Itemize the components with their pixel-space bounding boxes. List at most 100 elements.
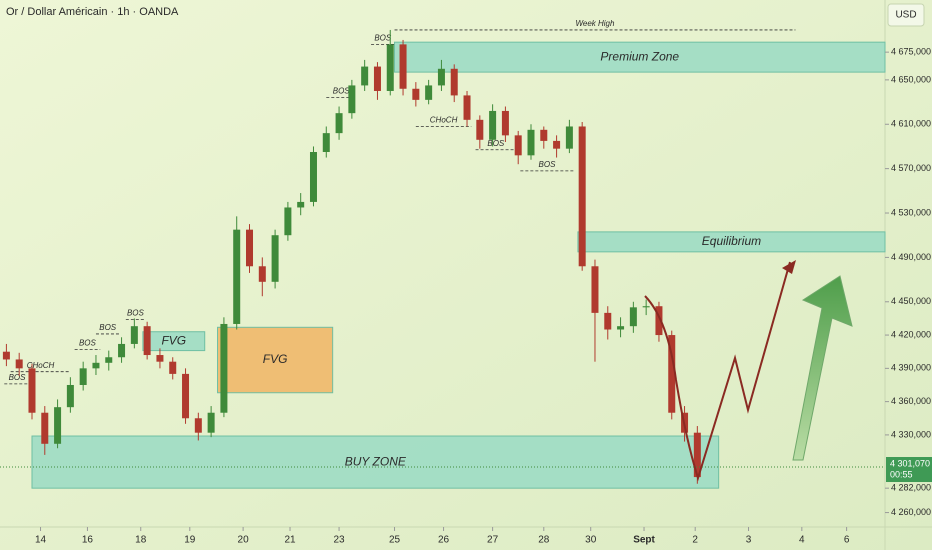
y-tick-label: 4 650,000 (891, 74, 931, 84)
countdown-label: 00:55 (890, 469, 913, 479)
x-tick-label: 26 (438, 535, 450, 546)
candle-body (373, 66, 381, 91)
plot-area: Premium Zone Equilibrium BUY ZONE FVG FVG Wee… (2, 19, 886, 489)
x-tick-label: 21 (284, 535, 296, 546)
y-tick-label: 4 420,000 (891, 329, 931, 339)
zone (31, 435, 720, 489)
candle-body (437, 68, 445, 86)
last-price-label: 4 301,070 (890, 458, 930, 468)
candle-body (118, 343, 126, 358)
candle-body (386, 44, 394, 91)
level-label: CHoCH (27, 361, 55, 370)
candle-body (194, 418, 202, 433)
candle-body (143, 326, 151, 356)
y-tick-label: 4 330,000 (891, 429, 931, 439)
candle-body (553, 140, 561, 149)
candle-body (156, 355, 164, 362)
x-tick-label: 30 (585, 535, 597, 546)
candle-body (54, 407, 62, 444)
level-label: BOS (333, 87, 351, 96)
last-price-tag (886, 457, 932, 483)
x-tick-label: 23 (334, 535, 346, 546)
candle-body (66, 384, 74, 408)
x-tick-label: 25 (389, 535, 401, 546)
zone-label: FVG (263, 352, 288, 366)
candle-body (182, 373, 190, 419)
level-label: BOS (127, 309, 145, 318)
candle-body (207, 412, 215, 433)
y-tick-label: 4 570,000 (891, 163, 931, 173)
candle-body (578, 126, 586, 267)
x-tick-label: 6 (844, 535, 850, 546)
zone (577, 231, 886, 253)
candle-body (322, 133, 330, 152)
candle-body (297, 201, 305, 208)
candle-body (130, 326, 138, 344)
zone-label: Equilibrium (702, 234, 761, 248)
level-label: BOS (79, 339, 97, 348)
candle-body (501, 110, 509, 136)
zone-label: Premium Zone (600, 49, 679, 63)
zone (394, 41, 886, 73)
y-tick-label: 4 360,000 (891, 396, 931, 406)
level-label: Week High (575, 19, 615, 28)
zone (142, 331, 206, 352)
x-tick-label: 28 (538, 535, 550, 546)
candle-body (271, 235, 279, 282)
x-tick-label: 14 (35, 535, 47, 546)
candle-body (514, 135, 522, 156)
candle-body (655, 306, 663, 336)
x-tick-label: 3 (746, 535, 752, 546)
y-tick-label: 4 282,000 (891, 483, 931, 493)
candle-body (591, 266, 599, 313)
candle-body (668, 335, 676, 413)
x-tick-label: 18 (135, 535, 147, 546)
level-label: BOS (539, 160, 557, 169)
candle-body (565, 126, 573, 149)
chart-title: Or / Dollar Américain · 1h · OANDA (6, 6, 179, 18)
x-tick-label: 20 (238, 535, 250, 546)
candle-body (15, 359, 23, 369)
zone-label: BUY ZONE (345, 454, 407, 468)
y-tick-label: 4 530,000 (891, 207, 931, 217)
candle-body (79, 368, 87, 385)
x-tick-label: Sept (633, 535, 655, 546)
level-label: BOS (374, 33, 392, 42)
level-label: BOS (487, 139, 505, 148)
candle-body (246, 229, 254, 267)
projection-path (644, 261, 791, 482)
candle-body (361, 66, 369, 86)
x-tick-label: 16 (82, 535, 94, 546)
bullish-arrow (792, 275, 853, 461)
x-tick-label: 27 (487, 535, 499, 546)
candle-body (412, 88, 420, 100)
candle-body (258, 266, 266, 282)
candle-body (335, 113, 343, 134)
y-tick-label: 4 390,000 (891, 363, 931, 373)
currency-label: USD (895, 10, 916, 21)
zone (217, 326, 334, 394)
level-label: BOS (9, 373, 27, 382)
candle-body (28, 368, 36, 413)
candle-body (617, 326, 625, 330)
candle-body (604, 312, 612, 330)
y-tick-label: 4 490,000 (891, 252, 931, 262)
zone-label: FVG (161, 333, 186, 347)
y-tick-label: 4 610,000 (891, 119, 931, 129)
candle-body (41, 412, 49, 444)
candle-body (233, 229, 241, 324)
projection-head (782, 260, 796, 274)
x-tick-label: 4 (799, 535, 805, 546)
y-tick-label: 4 450,000 (891, 296, 931, 306)
candle-body (169, 361, 177, 374)
candle-body (284, 207, 292, 236)
y-tick-label: 4 260,000 (891, 507, 931, 517)
candle-body (450, 68, 458, 96)
candle-body (220, 323, 228, 413)
candle-body (2, 351, 10, 360)
candle-body (489, 110, 497, 140)
projection (644, 260, 853, 482)
currency-button[interactable] (887, 3, 925, 27)
candle-body (348, 85, 356, 114)
